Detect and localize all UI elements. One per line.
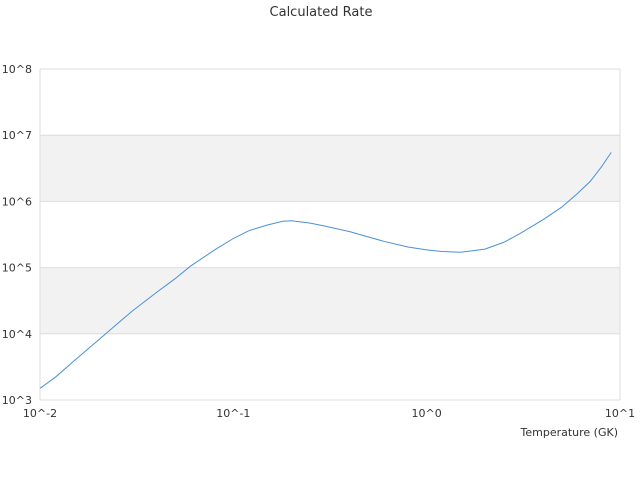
x-tick-labels: 10^-2 10^-1 10^0 10^1 — [23, 407, 635, 420]
x-tick-label: 10^1 — [605, 407, 635, 420]
y-tick-label: 10^3 — [2, 394, 32, 407]
y-tick-label: 10^5 — [2, 262, 32, 275]
series-group — [39, 152, 612, 389]
x-tick-label: 10^0 — [412, 407, 442, 420]
y-tick-label: 10^8 — [2, 63, 32, 76]
y-tick-label: 10^4 — [2, 328, 32, 341]
plot-band — [40, 135, 620, 202]
chart-title: Calculated Rate — [270, 5, 373, 20]
plot-band — [40, 267, 620, 334]
grid-lines — [39, 68, 621, 401]
x-axis-label: Temperature (GK) — [520, 426, 619, 439]
plot-bands — [40, 135, 620, 334]
y-tick-label: 10^7 — [2, 129, 32, 142]
y-tick-label: 10^6 — [2, 195, 32, 208]
x-tick-label: 10^-2 — [23, 407, 57, 420]
x-tick-label: 10^-1 — [216, 407, 250, 420]
y-tick-labels: 10^3 10^4 10^5 10^6 10^7 10^8 — [2, 63, 32, 407]
series-line — [39, 152, 612, 389]
